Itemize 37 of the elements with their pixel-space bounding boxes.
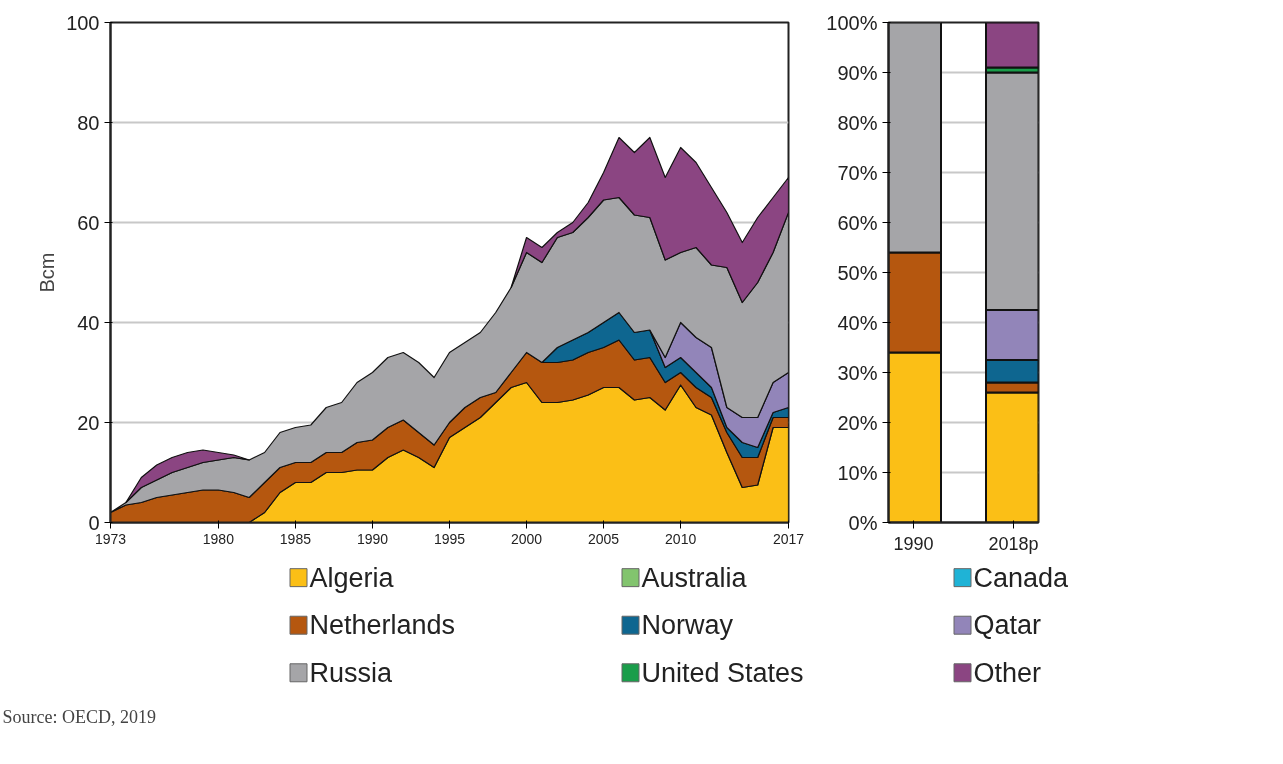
y-tick-label: 90%: [837, 61, 878, 84]
legend-label: Russia: [309, 657, 394, 688]
y-tick-label: 20%: [837, 411, 878, 434]
y-tick-label: 40: [77, 311, 100, 334]
y-tick-label: 100%: [826, 11, 878, 34]
legend-label: Canada: [973, 562, 1070, 593]
legend-label: Other: [973, 657, 1042, 688]
y-tick-label: 20: [77, 411, 100, 434]
y-tick-label: 40%: [837, 311, 878, 334]
x-tick-label: 1990: [356, 530, 389, 547]
x-tick-label: 2010: [665, 530, 697, 547]
y-tick-label: 80%: [837, 111, 878, 134]
legend-label: Australia: [641, 562, 748, 593]
y-tick-label: 80: [77, 111, 100, 134]
x-tick-label: 2018p: [988, 533, 1039, 554]
x-tick-label: 1985: [279, 530, 312, 547]
legend-label: Algeria: [309, 562, 395, 593]
x-tick-label: 2005: [588, 530, 620, 547]
x-tick-label: 2017: [772, 530, 805, 547]
y-tick-label: 60: [77, 211, 100, 234]
y-tick-label: 50%: [837, 261, 878, 284]
source-note: Source: OECD, 2019: [2, 706, 156, 727]
y-tick-label: 70%: [837, 161, 878, 184]
y-axis-title: Bcm: [36, 252, 59, 293]
y-tick-label: 100: [66, 11, 100, 34]
y-tick-label: 10%: [837, 461, 878, 484]
legend-label: United States: [641, 657, 804, 688]
legend-label: Netherlands: [309, 610, 456, 641]
y-tick-label: 60%: [837, 211, 878, 234]
y-tick-label: 0%: [848, 511, 878, 534]
legend-label: Norway: [641, 610, 734, 641]
x-tick-label: 1990: [893, 533, 934, 554]
legend-label: Qatar: [973, 610, 1042, 641]
x-tick-label: 1995: [433, 530, 466, 547]
x-tick-label: 2000: [510, 530, 543, 547]
y-tick-label: 30%: [837, 361, 878, 384]
x-tick-label: 1980: [202, 530, 235, 547]
